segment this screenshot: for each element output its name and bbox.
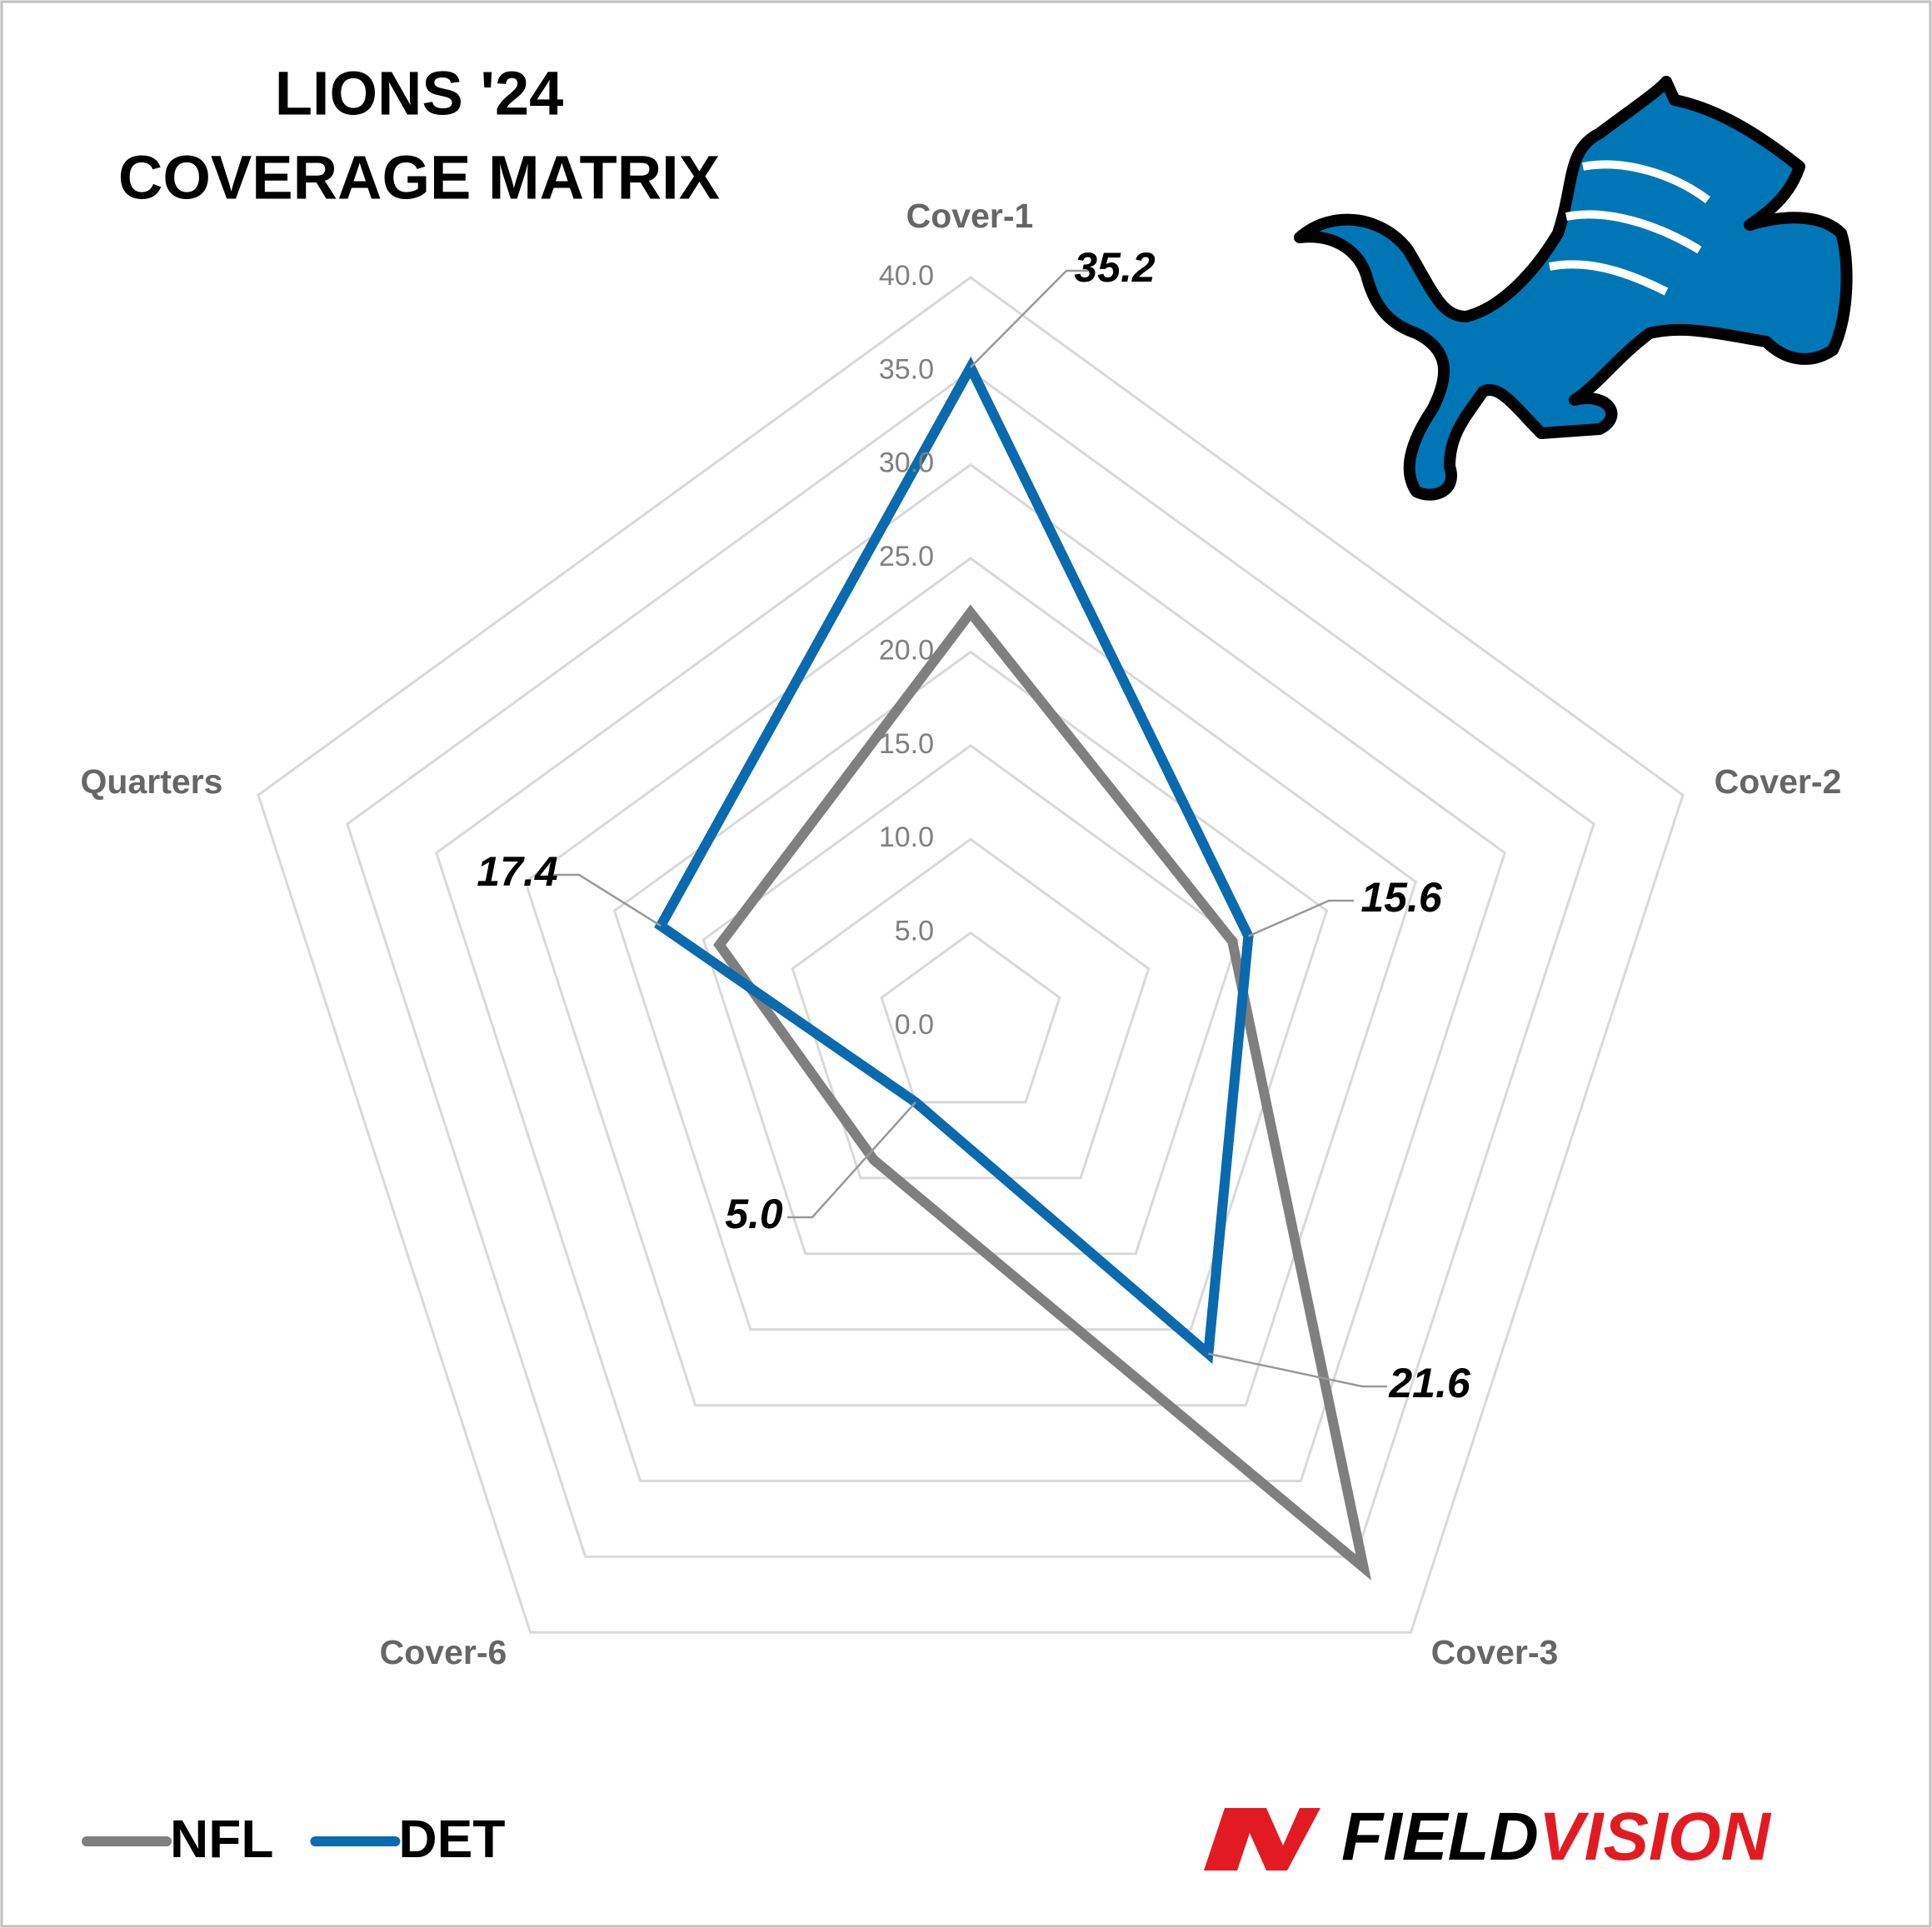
brand-logo: FIELDVISION [1204,1799,1772,1875]
data-label: 5.0 [725,1191,783,1237]
category-label: Cover-1 [906,197,1034,235]
grid-line [880,931,1061,1104]
chart-title: LIONS '24 [275,59,564,128]
brand-part: FIELD [1341,1799,1539,1875]
series-line [654,356,1254,1364]
grid-line [523,557,1418,1407]
grid-line [612,650,1329,1331]
category-label: Quarters [81,762,223,801]
leader-line [1247,899,1354,937]
grid-line [434,462,1507,1482]
data-label: 17.4 [477,848,557,895]
y-tick-label: 5.0 [895,916,934,947]
y-tick-label: 25.0 [879,541,934,572]
legend-label: NFL [170,1809,273,1869]
y-tick-label: 10.0 [879,822,934,853]
brand-part: VISION [1539,1799,1772,1875]
y-tick-label: 20.0 [879,634,934,666]
y-tick-label: 35.0 [879,353,934,385]
leader-line [1208,1352,1387,1388]
brand-text: FIELDVISION [1341,1799,1772,1875]
category-label: Cover-2 [1715,762,1842,801]
grid-line [346,369,1595,1558]
team-logo [1294,76,1853,501]
leader-line [554,873,661,927]
leader-line [787,1101,916,1219]
data-label: 35.2 [1074,244,1156,291]
series-line [713,604,1372,1581]
y-tick-label: 30.0 [879,447,934,479]
category-label: Cover-6 [380,1633,507,1671]
chart-title: COVERAGE MATRIX [118,143,720,212]
y-tick-label: 0.0 [895,1009,934,1041]
grid-line [791,837,1151,1180]
category-label: Cover-3 [1431,1633,1559,1671]
y-tick-label: 40.0 [879,260,934,292]
data-label: 15.6 [1360,874,1443,921]
leader-line [970,269,1091,368]
data-label: 21.6 [1388,1360,1471,1406]
legend-label: DET [398,1809,505,1869]
grid-line [257,276,1685,1634]
y-tick-label: 15.0 [879,728,934,760]
